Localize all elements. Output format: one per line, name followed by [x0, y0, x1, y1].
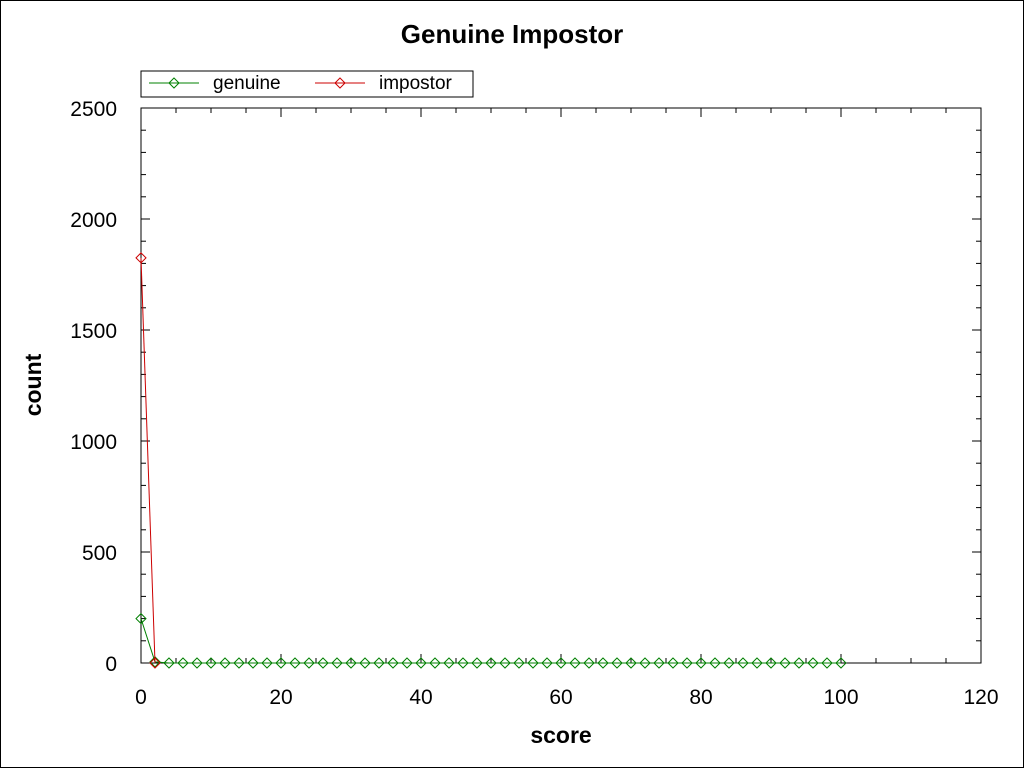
data-point-genuine	[527, 657, 539, 669]
legend: genuine impostor	[140, 70, 474, 98]
legend-marker-impostor	[334, 77, 346, 89]
data-point-genuine	[807, 657, 819, 669]
data-point-genuine	[737, 657, 749, 669]
data-point-genuine	[541, 657, 553, 669]
data-point-genuine	[247, 657, 259, 669]
data-point-genuine	[625, 657, 637, 669]
data-point-genuine	[415, 657, 427, 669]
data-point-genuine	[569, 657, 581, 669]
data-point-genuine	[289, 657, 301, 669]
x-tick-label: 120	[963, 686, 998, 709]
data-point-genuine	[219, 657, 231, 669]
data-point-genuine	[275, 657, 287, 669]
data-point-genuine	[709, 657, 721, 669]
data-point-genuine	[443, 657, 455, 669]
data-point-genuine	[387, 657, 399, 669]
legend-marker-genuine	[168, 77, 180, 89]
legend-label-genuine: genuine	[213, 73, 281, 94]
data-point-genuine	[611, 657, 623, 669]
data-point-genuine	[471, 657, 483, 669]
x-tick-label: 60	[549, 686, 572, 709]
y-axis: 0 500 1000 1500 2000 2500	[70, 98, 981, 676]
data-point-genuine	[695, 657, 707, 669]
y-tick-label: 2000	[70, 209, 117, 232]
data-point-genuine	[177, 657, 189, 669]
data-point-genuine	[597, 657, 609, 669]
data-point-genuine	[149, 656, 161, 668]
data-point-genuine	[359, 657, 371, 669]
data-point-genuine	[513, 657, 525, 669]
data-point-genuine	[331, 657, 343, 669]
x-tick-label: 0	[135, 686, 147, 709]
data-point-genuine	[835, 657, 847, 669]
data-point-genuine	[639, 657, 651, 669]
series-line-genuine	[140, 618, 841, 664]
x-axis: 0 20 40 60 80 100 120	[135, 108, 999, 709]
x-tick-label: 40	[409, 686, 432, 709]
data-point-genuine	[793, 657, 805, 669]
data-point-genuine	[821, 657, 833, 669]
y-tick-label: 1000	[70, 431, 117, 454]
data-point-genuine	[163, 657, 175, 669]
y-tick-label: 2500	[70, 98, 117, 121]
data-point-genuine	[751, 657, 763, 669]
data-point-genuine	[485, 657, 497, 669]
y-tick-label: 0	[105, 653, 117, 676]
data-point-genuine	[261, 657, 273, 669]
x-axis-label: score	[530, 722, 591, 748]
data-point-genuine	[765, 657, 777, 669]
data-point-impostor	[135, 252, 147, 264]
data-point-genuine	[429, 657, 441, 669]
data-point-impostor	[149, 657, 161, 669]
x-tick-label: 20	[269, 686, 292, 709]
y-tick-label: 1500	[70, 320, 117, 343]
data-point-genuine	[555, 657, 567, 669]
data-point-genuine	[653, 657, 665, 669]
data-point-genuine	[205, 657, 217, 669]
data-point-genuine	[723, 657, 735, 669]
y-tick-label: 500	[82, 542, 117, 565]
data-point-genuine	[373, 657, 385, 669]
data-point-genuine	[233, 657, 245, 669]
plot-area	[140, 107, 982, 664]
data-point-genuine	[667, 657, 679, 669]
data-point-genuine	[303, 657, 315, 669]
y-axis-label: count	[20, 353, 46, 416]
data-point-genuine	[401, 657, 413, 669]
data-point-genuine	[779, 657, 791, 669]
data-point-genuine	[135, 612, 147, 625]
data-point-genuine	[317, 657, 329, 669]
chart-title: Genuine Impostor	[401, 19, 623, 49]
legend-box	[140, 70, 474, 98]
data-point-genuine	[457, 657, 469, 669]
x-tick-label: 80	[689, 686, 712, 709]
series-line-impostor	[140, 257, 156, 664]
data-point-genuine	[681, 657, 693, 669]
legend-label-impostor: impostor	[379, 73, 453, 94]
data-point-genuine	[499, 657, 511, 669]
data-point-genuine	[191, 657, 203, 669]
series-layer	[135, 252, 847, 669]
data-point-genuine	[345, 657, 357, 669]
x-tick-label: 100	[823, 686, 858, 709]
data-point-genuine	[583, 657, 595, 669]
